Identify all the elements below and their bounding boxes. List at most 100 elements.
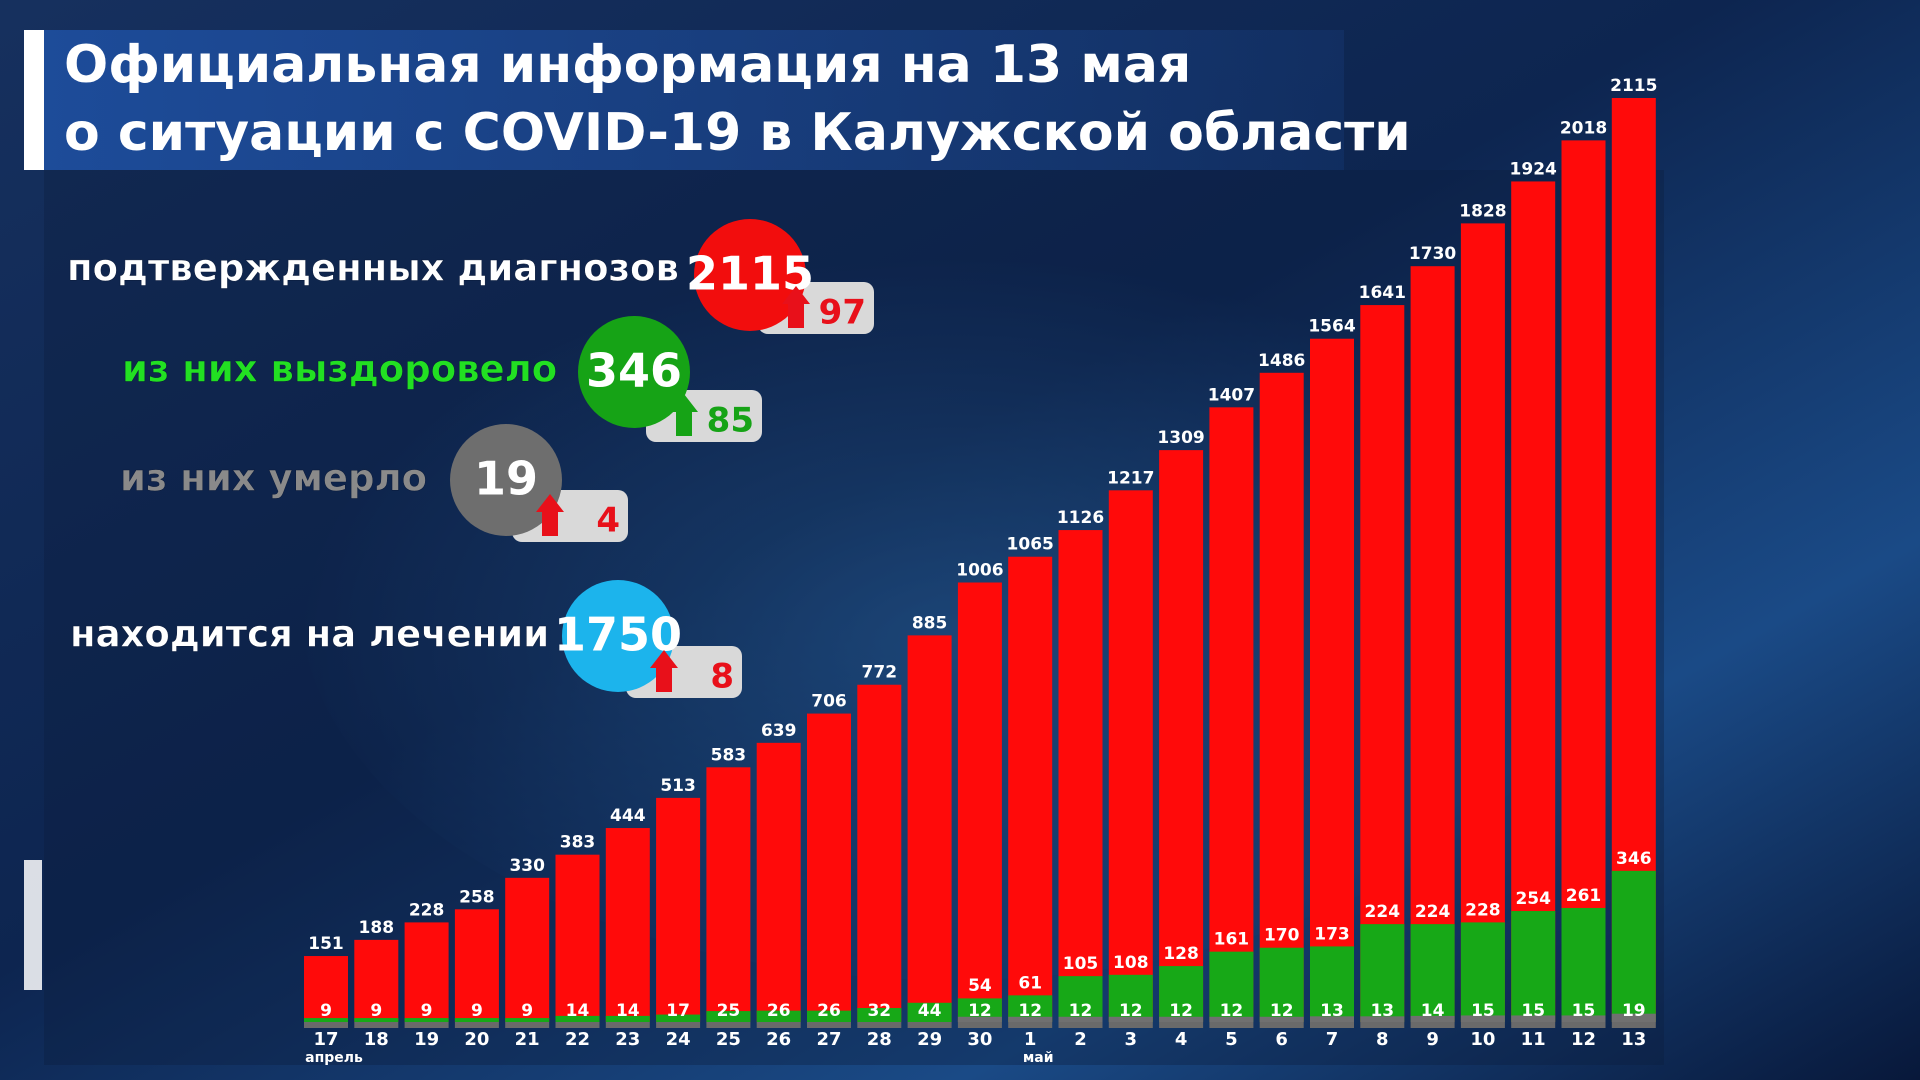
bar — [505, 877, 550, 1022]
recovered-label: 44 — [918, 1001, 942, 1021]
death-label: 15 — [1471, 1001, 1495, 1021]
title-box — [24, 30, 1344, 170]
recovered-label: 128 — [1163, 944, 1199, 964]
bar — [605, 828, 650, 1022]
death-label: 19 — [1622, 1001, 1646, 1021]
baseline-strip — [1209, 1022, 1254, 1028]
title-line: Официальная информация на 13 мая — [64, 35, 1191, 95]
bar — [1410, 1015, 1455, 1022]
recovered-label: 61 — [1018, 973, 1042, 993]
recovered-label: 224 — [1415, 902, 1451, 922]
total-label: 513 — [660, 776, 696, 796]
bar — [555, 854, 600, 1022]
bar — [605, 1015, 650, 1022]
baseline-strip — [1611, 1022, 1656, 1028]
up-arrow — [650, 650, 678, 692]
bar — [1611, 870, 1656, 1022]
bar — [1159, 1016, 1204, 1022]
summary-circle — [578, 316, 690, 428]
x-tick-label: 13 — [1621, 1029, 1646, 1050]
x-tick-label: 8 — [1376, 1029, 1389, 1050]
summary-value: 346 — [586, 344, 682, 398]
recovered-label: 228 — [1465, 900, 1501, 920]
bar — [656, 797, 701, 1022]
x-tick-label: 26 — [766, 1029, 791, 1050]
baseline-strip — [454, 1022, 499, 1028]
x-tick-label: 11 — [1521, 1029, 1546, 1050]
baseline-strip — [1008, 1022, 1053, 1028]
recovered-label: 9 — [521, 1001, 533, 1021]
bar — [1159, 450, 1204, 1022]
baseline-strip — [656, 1022, 701, 1028]
total-label: 706 — [811, 692, 847, 712]
bar — [1058, 1016, 1103, 1022]
bar — [1511, 181, 1556, 1022]
summary-change: 8 — [710, 657, 734, 697]
recovered-label: 261 — [1566, 886, 1602, 906]
summary-change: 85 — [707, 401, 754, 441]
bar — [1259, 947, 1304, 1022]
total-label: 1065 — [1007, 535, 1054, 555]
bar — [454, 909, 499, 1022]
bar — [1209, 407, 1254, 1022]
x-tick-label: 24 — [666, 1029, 691, 1050]
recovered-label: 26 — [767, 1001, 791, 1021]
baseline-strip — [555, 1022, 600, 1028]
x-tick-label: 20 — [464, 1029, 489, 1050]
bar — [1360, 924, 1405, 1022]
baseline-strip — [354, 1022, 399, 1028]
death-label: 12 — [1169, 1001, 1193, 1021]
bar — [1611, 1013, 1656, 1022]
recovered-label: 108 — [1113, 953, 1149, 973]
bar — [1008, 1016, 1053, 1022]
up-arrow — [536, 494, 564, 536]
bar — [1259, 1016, 1304, 1022]
summary-circle — [450, 424, 562, 536]
bar — [1310, 1016, 1354, 1022]
bar — [1611, 98, 1656, 1022]
bar — [1460, 1015, 1505, 1022]
bar — [756, 1010, 801, 1022]
death-label: 12 — [968, 1001, 992, 1021]
recovered-label: 173 — [1314, 924, 1350, 944]
x-tick-label: 10 — [1470, 1029, 1495, 1050]
bar — [1460, 223, 1505, 1022]
summary-value: 1750 — [554, 608, 682, 662]
summary-change: 4 — [596, 501, 620, 541]
total-label: 639 — [761, 721, 797, 741]
x-tick-label: 18 — [364, 1029, 389, 1050]
title-accent — [24, 30, 44, 170]
bar — [807, 713, 851, 1022]
bar — [1159, 966, 1204, 1022]
bar — [1561, 1015, 1606, 1022]
baseline-strip — [1310, 1022, 1354, 1028]
baseline-strip — [1159, 1022, 1204, 1028]
recovered-label: 254 — [1515, 889, 1551, 909]
total-label: 1564 — [1308, 317, 1355, 337]
bar — [1511, 911, 1556, 1022]
bar — [857, 1008, 902, 1022]
recovered-label: 170 — [1264, 926, 1300, 946]
x-tick-label: 17 — [313, 1029, 338, 1050]
baseline-strip — [1460, 1022, 1505, 1028]
summary-label: из них выздоровело — [122, 348, 557, 391]
total-label: 1730 — [1409, 244, 1456, 264]
bar — [404, 1018, 449, 1022]
total-label: 1217 — [1107, 468, 1154, 488]
bar — [1410, 266, 1455, 1022]
month-label: апрель — [305, 1050, 363, 1066]
baseline-strip — [706, 1022, 751, 1028]
bar — [454, 1018, 499, 1022]
bar — [907, 1002, 952, 1022]
total-label: 772 — [862, 663, 898, 683]
total-label: 2115 — [1610, 76, 1657, 96]
death-label: 12 — [1270, 1001, 1294, 1021]
bar — [656, 1014, 701, 1022]
baseline-strip — [857, 1022, 902, 1028]
baseline-strip — [1058, 1022, 1103, 1028]
bar — [706, 767, 751, 1022]
death-label: 13 — [1370, 1001, 1394, 1021]
baseline-strip — [1360, 1022, 1405, 1028]
recovered-label: 25 — [717, 1001, 741, 1021]
recovered-label: 9 — [471, 1001, 483, 1021]
